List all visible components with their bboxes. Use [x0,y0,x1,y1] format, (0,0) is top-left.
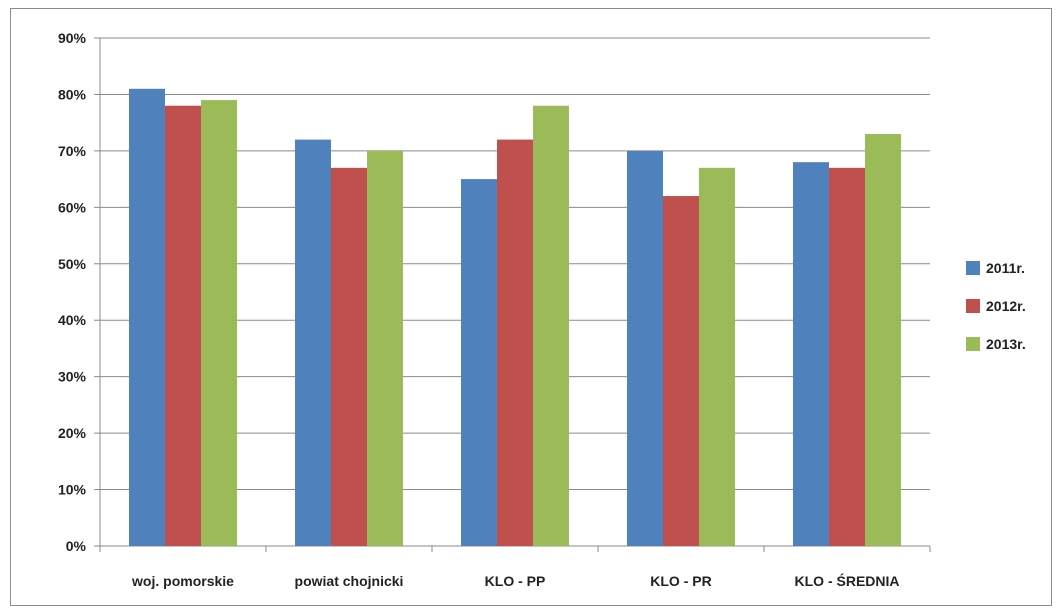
y-tick-label: 90% [58,30,87,46]
bar [129,88,165,547]
legend-label: 2013r. [986,336,1026,352]
bar [699,167,735,547]
bar [331,167,367,547]
y-tick-label: 80% [58,86,87,102]
x-category-label: KLO - ŚREDNIA [795,572,900,589]
x-category-label: KLO - PP [485,573,546,589]
legend-swatch [966,261,980,275]
legend-label: 2012r. [986,298,1026,314]
y-tick-label: 10% [58,482,87,498]
y-tick-label: 0% [66,538,87,554]
bar [663,196,699,547]
bar [295,139,331,546]
y-tick-label: 70% [58,143,87,159]
bar [497,139,533,546]
y-tick-label: 40% [58,312,87,328]
bar [461,179,497,546]
y-tick-label: 60% [58,199,87,215]
y-tick-label: 30% [58,369,87,385]
bar [165,105,201,546]
bar [829,167,865,547]
y-tick-label: 20% [58,425,87,441]
x-category-label: KLO - PR [650,573,711,589]
x-category-label: woj. pomorskie [131,573,234,589]
bar [367,150,403,546]
legend-label: 2011r. [986,260,1025,276]
legend-swatch [966,337,980,351]
bar [627,150,663,546]
y-tick-label: 50% [58,256,87,272]
bar [201,100,237,546]
bar [865,133,901,546]
legend-swatch [966,299,980,313]
bar [533,105,569,546]
x-category-label: powiat chojnicki [295,573,404,589]
bar [793,162,829,546]
